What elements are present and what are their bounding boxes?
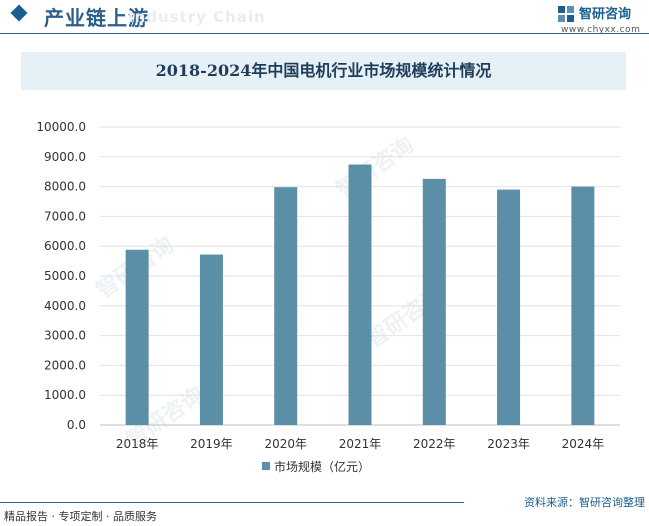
legend-swatch: [262, 462, 270, 470]
bar: [422, 178, 446, 425]
legend-label: 市场规模（亿元）: [274, 459, 370, 474]
brand-url: www.chyxx.com: [561, 25, 641, 35]
y-axis-ticks: 0.0 1000.0 2000.0 3000.0 4000.0 5000.0 6000.0 7…: [36, 120, 86, 432]
y-tick-label: 4000.0: [44, 299, 86, 313]
bar: [199, 254, 223, 425]
x-tick-label: 2024年: [562, 437, 605, 451]
chart-title-bar: 2018-2024年中国电机行业市场规模统计情况: [21, 52, 626, 90]
header: 产业链上游 Industry Chain 智研咨询 www.chyxx.com: [0, 0, 649, 35]
y-tick-label: 5000.0: [44, 269, 86, 283]
y-tick-label: 2000.0: [44, 358, 86, 372]
x-tick-label: 2022年: [413, 437, 456, 451]
y-tick-label: 8000.0: [44, 180, 86, 194]
bar: [274, 187, 298, 425]
x-tick-label: 2023年: [487, 437, 530, 451]
chart-title: 2018-2024年中国电机行业市场规模统计情况: [155, 61, 492, 80]
y-tick-label: 9000.0: [44, 150, 86, 164]
brand: 智研咨询 www.chyxx.com: [557, 1, 645, 35]
footer-tagline: 精品报告 · 专项定制 · 品质服务: [4, 510, 157, 523]
x-tick-label: 2020年: [264, 437, 307, 451]
brand-name: 智研咨询: [579, 7, 632, 22]
footer-divider: [0, 502, 464, 503]
y-tick-label: 6000.0: [44, 239, 86, 253]
legend: 市场规模（亿元）: [262, 459, 370, 474]
x-tick-label: 2021年: [339, 437, 382, 451]
y-tick-label: 1000.0: [44, 388, 86, 402]
y-tick-label: 7000.0: [44, 209, 86, 223]
section-title: 产业链上游: [44, 6, 149, 30]
y-tick-label: 3000.0: [44, 329, 86, 343]
x-tick-label: 2019年: [190, 437, 233, 451]
bars: [125, 164, 595, 425]
y-tick-label: 0.0: [67, 418, 86, 432]
bar: [497, 189, 521, 425]
x-axis-ticks: 2018年 2019年 2020年 2021年 2022年 2023年 2024年: [116, 437, 604, 451]
header-watermark: Industry Chain: [128, 8, 266, 26]
bar: [125, 249, 149, 425]
header-divider: [0, 33, 649, 34]
x-tick-label: 2018年: [116, 437, 159, 451]
y-tick-label: 10000.0: [36, 120, 86, 134]
bar: [348, 164, 372, 425]
brand-logo-icon: [558, 6, 574, 22]
bar: [571, 186, 595, 425]
footer-source: 资料来源：智研咨询整理: [524, 496, 645, 509]
